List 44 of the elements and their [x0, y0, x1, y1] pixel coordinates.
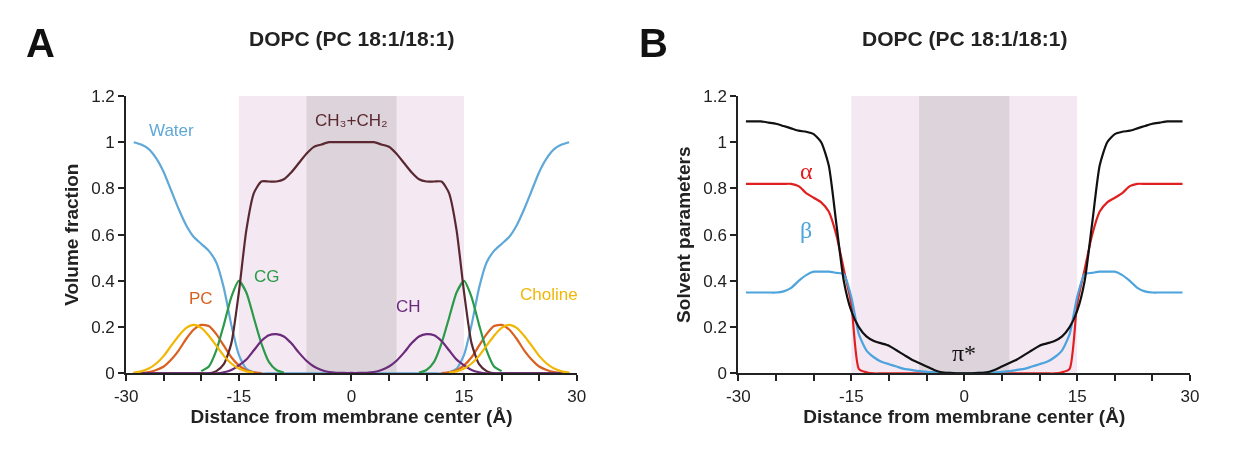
x-tick-label: 15 — [454, 386, 474, 406]
series-label: Choline — [520, 285, 578, 304]
series-label: CH — [396, 297, 421, 316]
series-label: π* — [952, 340, 977, 366]
x-tick-label: -15 — [226, 386, 252, 406]
x-tick-label: -30 — [113, 386, 139, 406]
y-tick-label: 0.4 — [91, 271, 115, 291]
x-tick-label: -30 — [726, 386, 751, 406]
x-axis-title: Distance from membrane center (Å) — [803, 405, 1126, 427]
y-tick-label: 0.2 — [703, 318, 727, 338]
x-tick-label: 0 — [959, 386, 969, 406]
series-label: β — [800, 217, 813, 243]
line-series — [744, 270, 1184, 374]
y-tick-label: 1 — [105, 133, 115, 153]
y-tick-label: 0 — [717, 364, 727, 384]
chart-title: DOPC (PC 18:1/18:1) — [249, 27, 455, 50]
line-series — [744, 120, 1184, 374]
text: B — [639, 21, 668, 65]
y-tick-label: 1 — [717, 133, 727, 153]
y-tick-label: 0.2 — [91, 318, 115, 338]
text: A — [26, 21, 55, 65]
y-tick-label: 1.2 — [91, 86, 115, 106]
y-axis-title: Solvent parameters — [672, 146, 694, 323]
series-label: Water — [149, 121, 195, 140]
x-tick-label: 30 — [1180, 386, 1200, 406]
x-axis-title: Distance from membrane center (Å) — [190, 405, 513, 427]
y-tick-label: 0.8 — [703, 179, 727, 199]
x-tick-label: -15 — [839, 386, 864, 406]
chart-title: DOPC (PC 18:1/18:1) — [862, 27, 1068, 50]
y-tick-label: 0 — [105, 364, 115, 384]
series-label: PC — [189, 289, 213, 308]
x-tick-label: 15 — [1067, 386, 1087, 406]
y-tick-label: 0.8 — [91, 179, 115, 199]
x-tick-label: 0 — [346, 386, 357, 406]
y-tick-label: 0.6 — [91, 225, 115, 245]
y-tick-label: 0.4 — [703, 271, 727, 291]
line-series — [744, 182, 1184, 374]
series-label: α — [800, 158, 813, 184]
y-tick-label: 0.6 — [703, 225, 727, 245]
x-tick-label: 30 — [567, 386, 587, 406]
y-tick-label: 1.2 — [703, 86, 727, 106]
series-label: CG — [254, 267, 280, 286]
series-label: CH₃+CH₂ — [315, 111, 388, 130]
y-axis-title: Volume fraction — [60, 163, 82, 306]
